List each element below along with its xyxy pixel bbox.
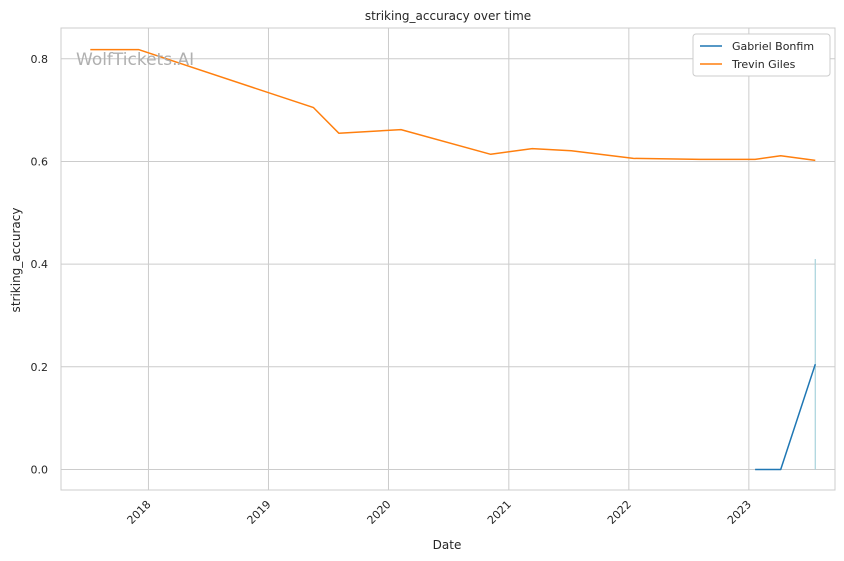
x-tick-label: 2018 bbox=[125, 498, 154, 527]
legend-label-gabriel-bonfim: Gabriel Bonfim bbox=[732, 40, 814, 53]
watermark: WolfTickets.AI bbox=[76, 50, 194, 70]
x-axis-label: Date bbox=[433, 538, 462, 552]
x-tick-label: 2023 bbox=[725, 498, 754, 527]
x-tick-label: 2022 bbox=[605, 498, 634, 527]
y-tick-labels: 0.0 0.2 0.4 0.6 0.8 bbox=[31, 53, 49, 477]
y-tick-label: 0.0 bbox=[31, 463, 49, 476]
y-tick-label: 0.4 bbox=[31, 258, 49, 271]
grid-lines bbox=[61, 28, 835, 490]
x-tick-label: 2019 bbox=[245, 498, 274, 527]
series-line-trevin-giles bbox=[90, 48, 816, 162]
x-tick-labels: 2018 2019 2020 2021 2022 2023 bbox=[125, 498, 754, 527]
x-tick-label: 2021 bbox=[485, 498, 514, 527]
y-tick-label: 0.8 bbox=[31, 53, 49, 66]
y-tick-label: 0.2 bbox=[31, 361, 49, 374]
y-axis-label: striking_accuracy bbox=[9, 208, 23, 313]
legend-label-trevin-giles: Trevin Giles bbox=[731, 58, 796, 71]
x-tick-label: 2020 bbox=[365, 498, 394, 527]
plot-area bbox=[60, 27, 836, 491]
legend: Gabriel Bonfim Trevin Giles bbox=[692, 33, 831, 77]
legend-box bbox=[692, 33, 831, 77]
series-line-gabriel-bonfim bbox=[755, 363, 817, 471]
series-lines bbox=[90, 48, 817, 471]
chart-title: striking_accuracy over time bbox=[365, 9, 531, 23]
y-tick-label: 0.6 bbox=[31, 155, 49, 168]
